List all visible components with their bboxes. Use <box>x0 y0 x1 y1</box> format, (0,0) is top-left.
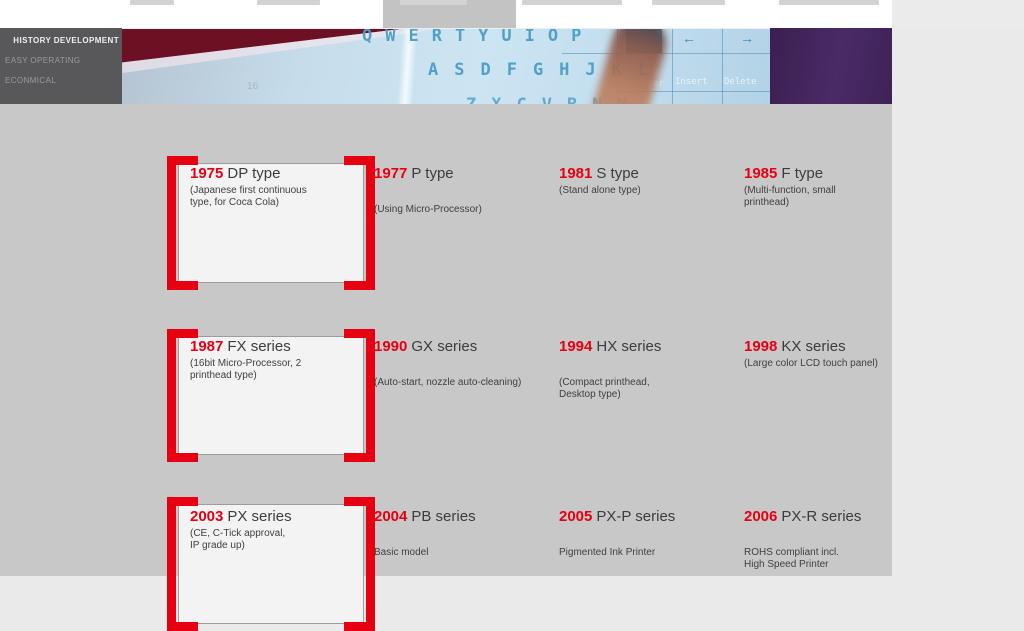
entry-title: 1990 GX series <box>374 338 521 356</box>
nav-tab[interactable] <box>779 0 879 5</box>
entry-year: 1987 <box>190 338 224 355</box>
entry-desc: (Using Micro-Processor) <box>374 204 482 215</box>
entry-title: 1985 F type <box>744 165 836 183</box>
entry-desc: (16bit Micro-Processor, 2 printhead type… <box>190 358 302 381</box>
entry-title: 1987 FX series <box>190 338 301 356</box>
entry-title: 2004 PB series <box>374 508 476 526</box>
timeline-entry-2005: 2005 PX-P series Pigmented Ink Printer <box>559 508 675 559</box>
entry-title: 1981 S type <box>559 165 641 183</box>
keyboard-gridline <box>672 29 673 105</box>
timeline-entry-2003: 2003 PX series (CE, C-Tick approval, IP g… <box>190 508 292 552</box>
timeline-entry-1977: 1977 P type (Using Micro-Processor) <box>374 165 482 216</box>
keyboard-gridline <box>562 53 770 54</box>
sidebar-item-econmical[interactable]: ECONMICAL <box>5 76 57 85</box>
entry-name: GX series <box>411 338 478 355</box>
red-bracket-left-icon <box>167 329 198 462</box>
content-panel <box>0 104 892 576</box>
entry-desc: Basic model <box>374 547 429 558</box>
milestone-box-fill <box>178 163 364 283</box>
milestone-box-1975 <box>167 156 375 290</box>
entry-desc: ROHS compliant incl. High Speed Printer <box>744 547 840 570</box>
keyboard-gridline <box>722 29 723 105</box>
nav-tab[interactable] <box>522 0 622 5</box>
entry-year: 1998 <box>744 338 778 355</box>
entry-year: 1990 <box>374 338 408 355</box>
nav-tab-active-label[interactable] <box>400 0 467 5</box>
entry-desc: (Stand alone type) <box>559 185 641 196</box>
nav-tab[interactable] <box>257 0 320 5</box>
keyboard-gridline <box>617 91 770 92</box>
photo-display-number: 16 <box>247 81 259 92</box>
timeline-entry-1987: 1987 FX series (16bit Micro-Processor, 2 … <box>190 338 301 382</box>
entry-year: 2005 <box>559 508 593 525</box>
nav-tab[interactable] <box>130 0 174 5</box>
timeline-entry-2004: 2004 PB series Basic model <box>374 508 476 559</box>
timeline-entry-1985: 1985 F type (Multi-function, small printh… <box>744 165 836 209</box>
entry-name: KX series <box>781 338 846 355</box>
milestone-box-1987 <box>167 329 375 462</box>
entry-desc: Pigmented Ink Printer <box>559 547 656 558</box>
entry-title: 1977 P type <box>374 165 482 183</box>
sidebar-item-history-development[interactable]: HISTORY DEVELOPMENT <box>13 36 119 45</box>
entry-name: S type <box>596 165 639 182</box>
entry-name: F type <box>781 165 824 182</box>
entry-year: 1985 <box>744 165 778 182</box>
arrow-right-icon: → <box>740 30 754 46</box>
entry-year: 1975 <box>190 165 224 182</box>
entry-name: PB series <box>411 508 476 525</box>
entry-year: 2006 <box>744 508 778 525</box>
sidebar-menu: HISTORY DEVELOPMENT EASY OPERATING ECONM… <box>0 28 122 104</box>
entry-name: DP type <box>227 165 281 182</box>
keyboard-row-1: QWERTYUIOP <box>362 28 595 46</box>
timeline-entry-1975: 1975 DP type (Japanese first continuous t… <box>190 165 307 209</box>
red-bracket-right-icon <box>344 497 375 631</box>
red-bracket-right-icon <box>344 156 375 290</box>
timeline-entry-1990: 1990 GX series (Auto-start, nozzle auto-c… <box>374 338 521 389</box>
entry-title: 1975 DP type <box>190 165 307 183</box>
entry-title: 2003 PX series <box>190 508 292 526</box>
key-insert: Insert <box>675 77 708 87</box>
entry-name: P type <box>411 165 454 182</box>
timeline-entry-1981: 1981 S type (Stand alone type) <box>559 165 641 197</box>
entry-year: 1977 <box>374 165 408 182</box>
entry-desc: (Multi-function, small printhead) <box>744 185 836 208</box>
keyboard-photo: 16 QWERTYUIOP ASDFGHJKL ZXCVBNM Regster … <box>122 28 770 105</box>
right-margin-strip <box>892 28 1024 576</box>
entry-name: HX series <box>596 338 662 355</box>
timeline-entry-2006: 2006 PX-R series ROHS compliant incl. Hig… <box>744 508 861 571</box>
banner-purple-block <box>770 28 892 104</box>
entry-name: PX-P series <box>596 508 676 525</box>
top-nav <box>0 0 892 28</box>
keyboard-row-2: ASDFGHJKL <box>428 60 665 80</box>
red-bracket-right-icon <box>344 329 375 462</box>
entry-year: 1981 <box>559 165 593 182</box>
timeline-entry-1994: 1994 HX series (Compact printhead, Deskto… <box>559 338 661 401</box>
entry-desc: (Auto-start, nozzle auto-cleaning) <box>374 377 522 388</box>
key-delete: Delete <box>724 77 757 87</box>
entry-title: 1994 HX series <box>559 338 661 356</box>
milestone-box-fill <box>178 336 364 455</box>
entry-year: 1994 <box>559 338 593 355</box>
banner: HISTORY DEVELOPMENT EASY OPERATING ECONM… <box>0 28 1024 105</box>
sidebar-item-easy-operating[interactable]: EASY OPERATING <box>5 56 81 65</box>
nav-right-filler <box>892 0 1024 28</box>
arrow-left-icon: ← <box>682 30 696 46</box>
keyboard-row-3: ZXCVBNM <box>466 95 643 105</box>
entry-desc: (Compact printhead, Desktop type) <box>559 377 650 400</box>
entry-title: 1998 KX series <box>744 338 878 356</box>
red-bracket-left-icon <box>167 156 198 290</box>
entry-name: FX series <box>227 338 291 355</box>
entry-year: 2004 <box>374 508 408 525</box>
timeline-entry-1998: 1998 KX series (Large color LCD touch pan… <box>744 338 878 370</box>
entry-title: 2006 PX-R series <box>744 508 861 526</box>
nav-tab[interactable] <box>652 0 725 5</box>
entry-title: 2005 PX-P series <box>559 508 675 526</box>
entry-year: 2003 <box>190 508 224 525</box>
entry-name: PX series <box>227 508 292 525</box>
entry-desc: (Japanese first continuous type, for Coc… <box>190 185 307 208</box>
entry-desc: (Large color LCD touch panel) <box>744 358 878 369</box>
entry-desc: (CE, C-Tick approval, IP grade up) <box>190 528 286 551</box>
entry-name: PX-R series <box>781 508 862 525</box>
